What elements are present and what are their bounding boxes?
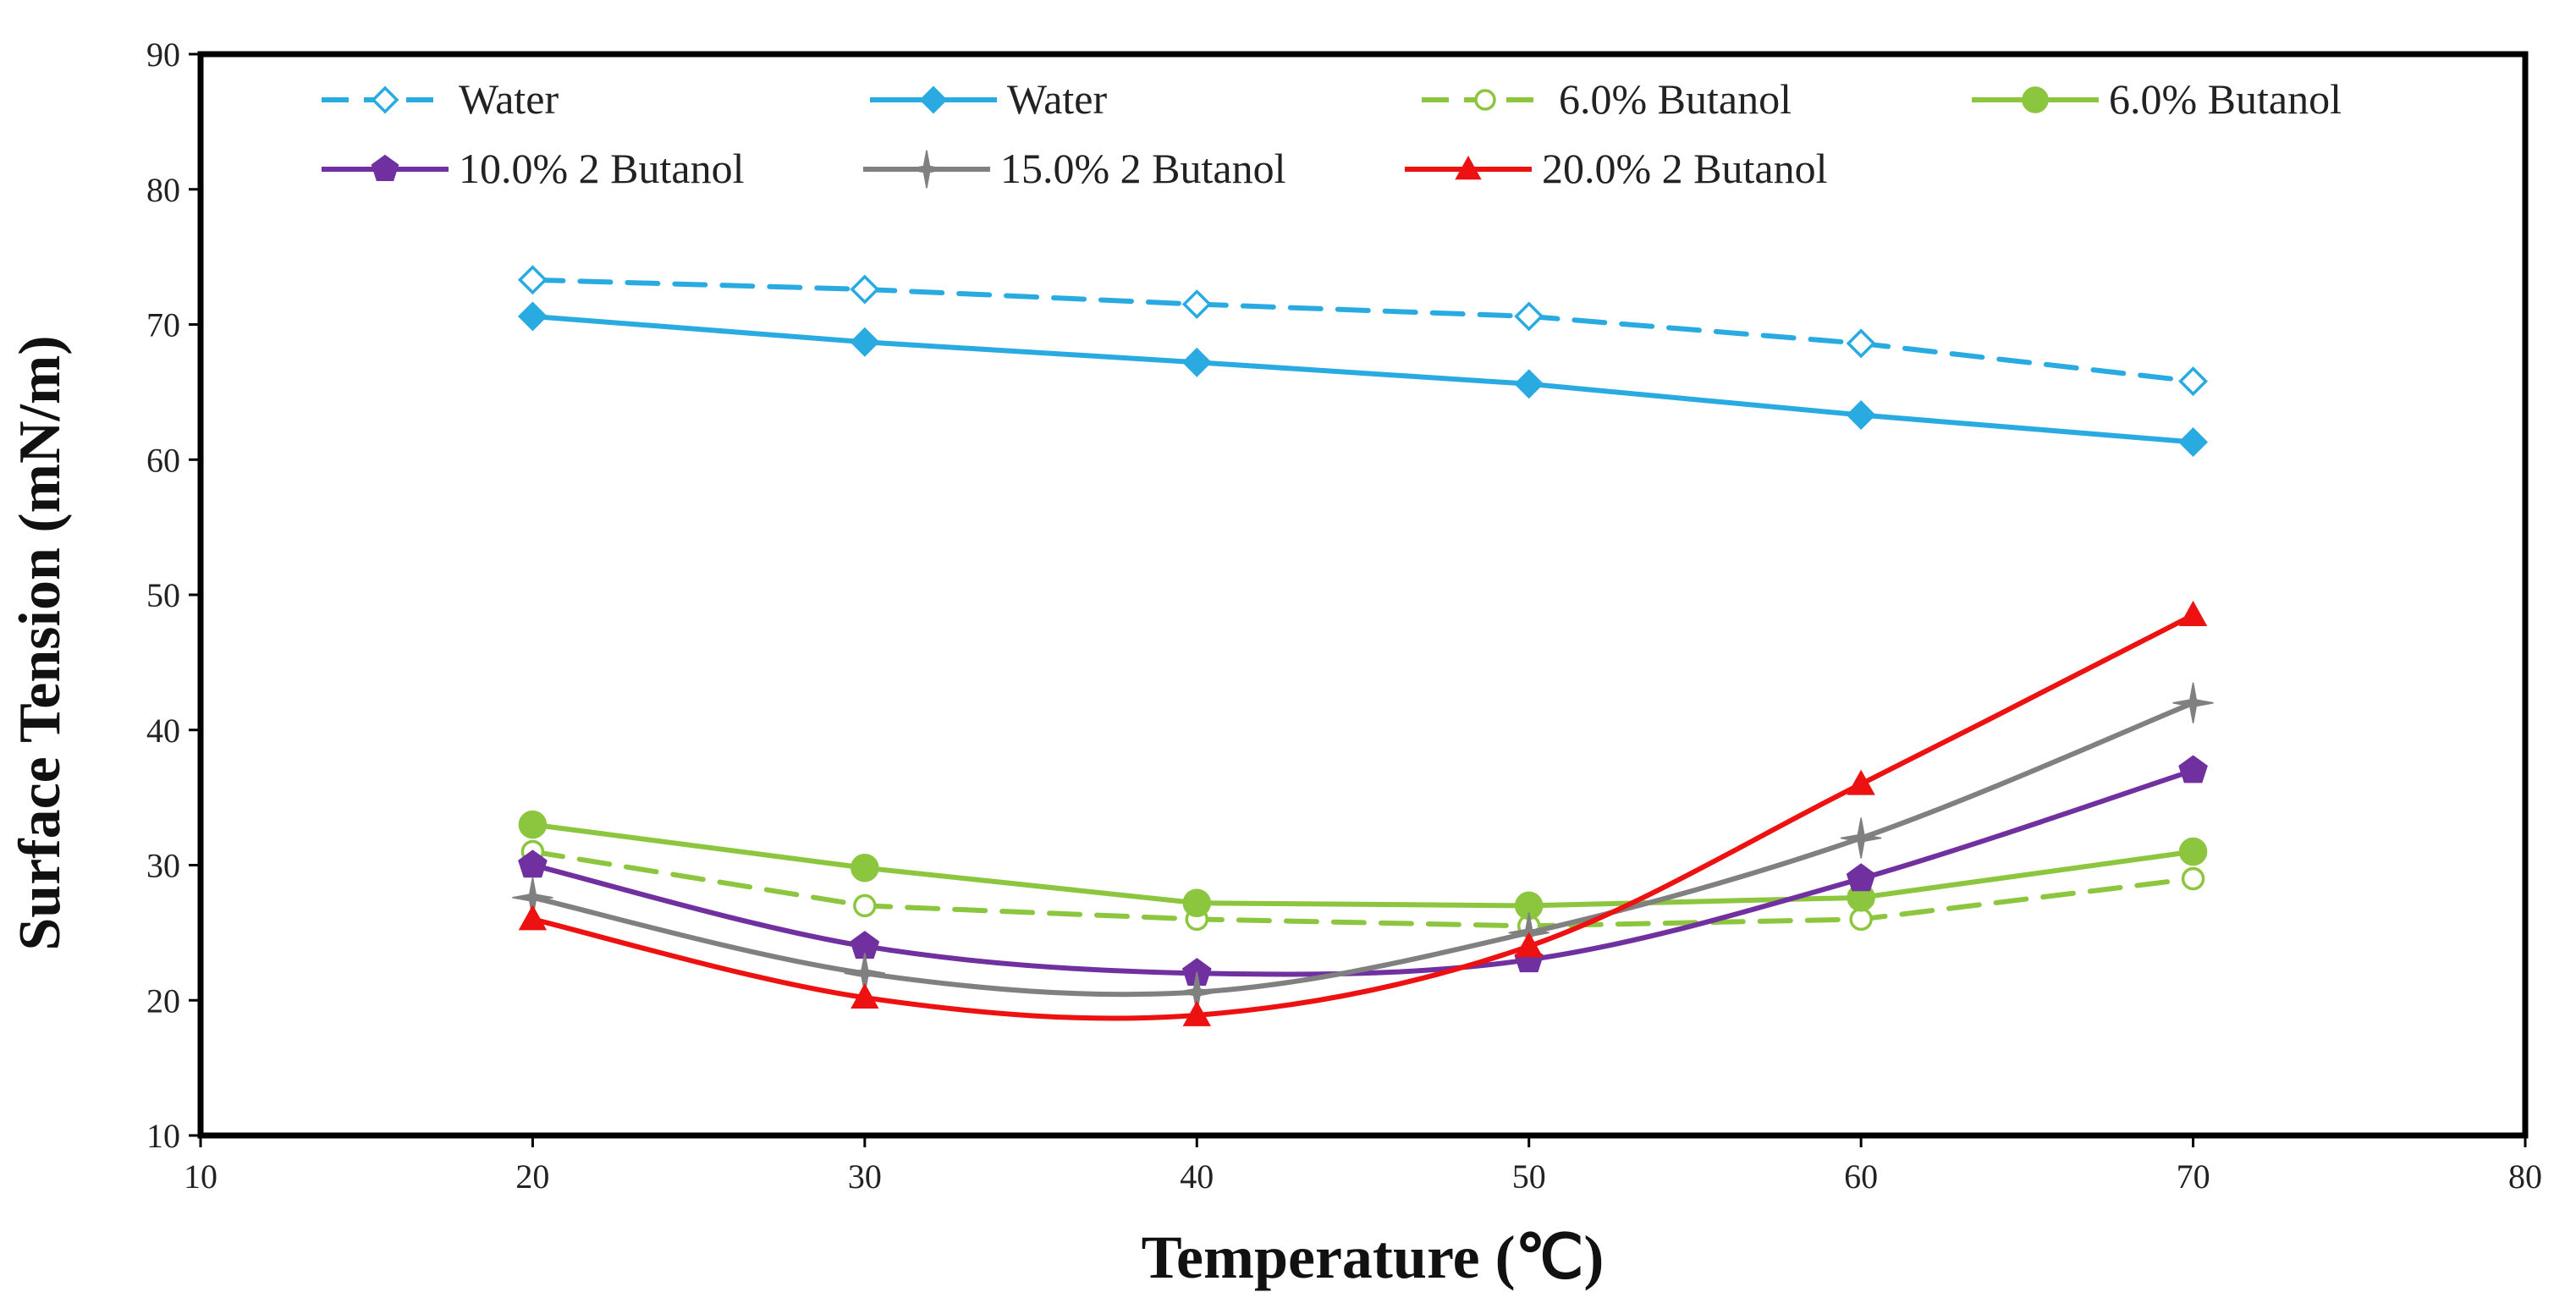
data-point [1455,155,1482,180]
data-point [1514,369,1544,399]
data-point [518,810,548,839]
data-point [1846,328,1876,359]
data-point [850,327,880,357]
legend-label: 10.0% 2 Butanol [459,145,744,192]
x-tick-label: 20 [515,1157,549,1196]
x-tick-label: 40 [1180,1157,1214,1196]
series-1 [517,265,2209,397]
data-point [1514,301,1544,332]
legend-entry: 10.0% 2 Butanol [322,145,744,192]
x-tick-label: 80 [2508,1157,2542,1196]
x-axis-ticks: 10 20 30 40 50 60 70 80 [184,1135,2542,1196]
series-7 [518,600,2208,1026]
legend-entry: Water [870,75,1107,123]
y-axis-ticks: 10 20 30 40 50 60 70 80 90 [146,36,201,1155]
y-axis-title: Surface Tension (mN/m) [8,335,73,950]
data-point [1849,907,1873,932]
y-tick-label: 70 [146,306,180,344]
data-point [2178,755,2208,783]
y-tick-label: 40 [146,712,180,750]
x-axis-title: Temperature (℃) [1142,1223,1604,1291]
y-tick-label: 90 [146,36,180,74]
data-point [907,150,946,189]
data-point [850,853,879,882]
x-tick-label: 60 [1844,1157,1878,1196]
data-point [1841,817,1882,859]
x-tick-label: 10 [184,1157,217,1196]
legend-label: 20.0% 2 Butanol [1542,145,1827,192]
series-line [530,612,2196,1021]
series-line [530,313,2196,445]
data-point [1847,769,1875,795]
y-tick-label: 50 [146,576,180,614]
data-point [2178,427,2209,457]
data-point [1515,932,1544,958]
data-point [1846,863,1876,892]
y-tick-label: 10 [146,1117,180,1155]
data-point [371,85,399,114]
legend: Water Water 6.0% Butanol 6.0% Butanol 10.0% … [322,75,2342,192]
data-point [518,849,548,878]
x-tick-label: 70 [2177,1157,2210,1196]
y-tick-label: 60 [146,441,180,479]
data-point [518,904,548,931]
series-line [530,277,2196,384]
legend-label: Water [459,75,559,123]
data-point [2178,600,2208,626]
data-point [850,982,879,1009]
x-tick-label: 30 [848,1157,882,1196]
x-tick-label: 50 [1512,1157,1546,1196]
data-point [1181,347,1212,377]
data-point [1474,89,1496,111]
series-line [530,700,2196,998]
legend-entry: 6.0% Butanol [1972,75,2342,123]
data-point [517,301,548,332]
data-point [919,85,948,114]
data-point [2172,682,2214,723]
y-tick-label: 80 [146,171,180,209]
y-tick-label: 20 [146,981,180,1020]
series-line [530,849,2196,929]
data-point [1182,888,1212,917]
legend-label: 6.0% Butanol [1559,75,1792,123]
data-point [1182,1000,1211,1026]
data-point [1846,400,1876,431]
data-point [850,274,880,305]
legend-label: Water [1007,75,1107,123]
data-point [2181,866,2205,891]
y-tick-label: 30 [146,847,180,885]
data-point [2178,366,2209,397]
data-point [2178,837,2208,866]
legend-label: 6.0% Butanol [2109,75,2342,123]
data-point [1181,289,1212,320]
series-layer [512,265,2214,1026]
legend-label: 15.0% 2 Butanol [1000,145,1285,192]
series-line [530,822,2196,909]
legend-entry: 15.0% 2 Butanol [863,145,1285,192]
legend-entry: Water [322,75,559,123]
data-point [2022,86,2049,113]
data-point [853,893,877,918]
data-point [371,154,399,181]
data-point [517,265,548,295]
series-line [530,767,2196,977]
legend-entry: 6.0% Butanol [1422,75,1792,123]
legend-entry: 20.0% 2 Butanol [1405,145,1827,192]
series-2 [517,301,2209,457]
